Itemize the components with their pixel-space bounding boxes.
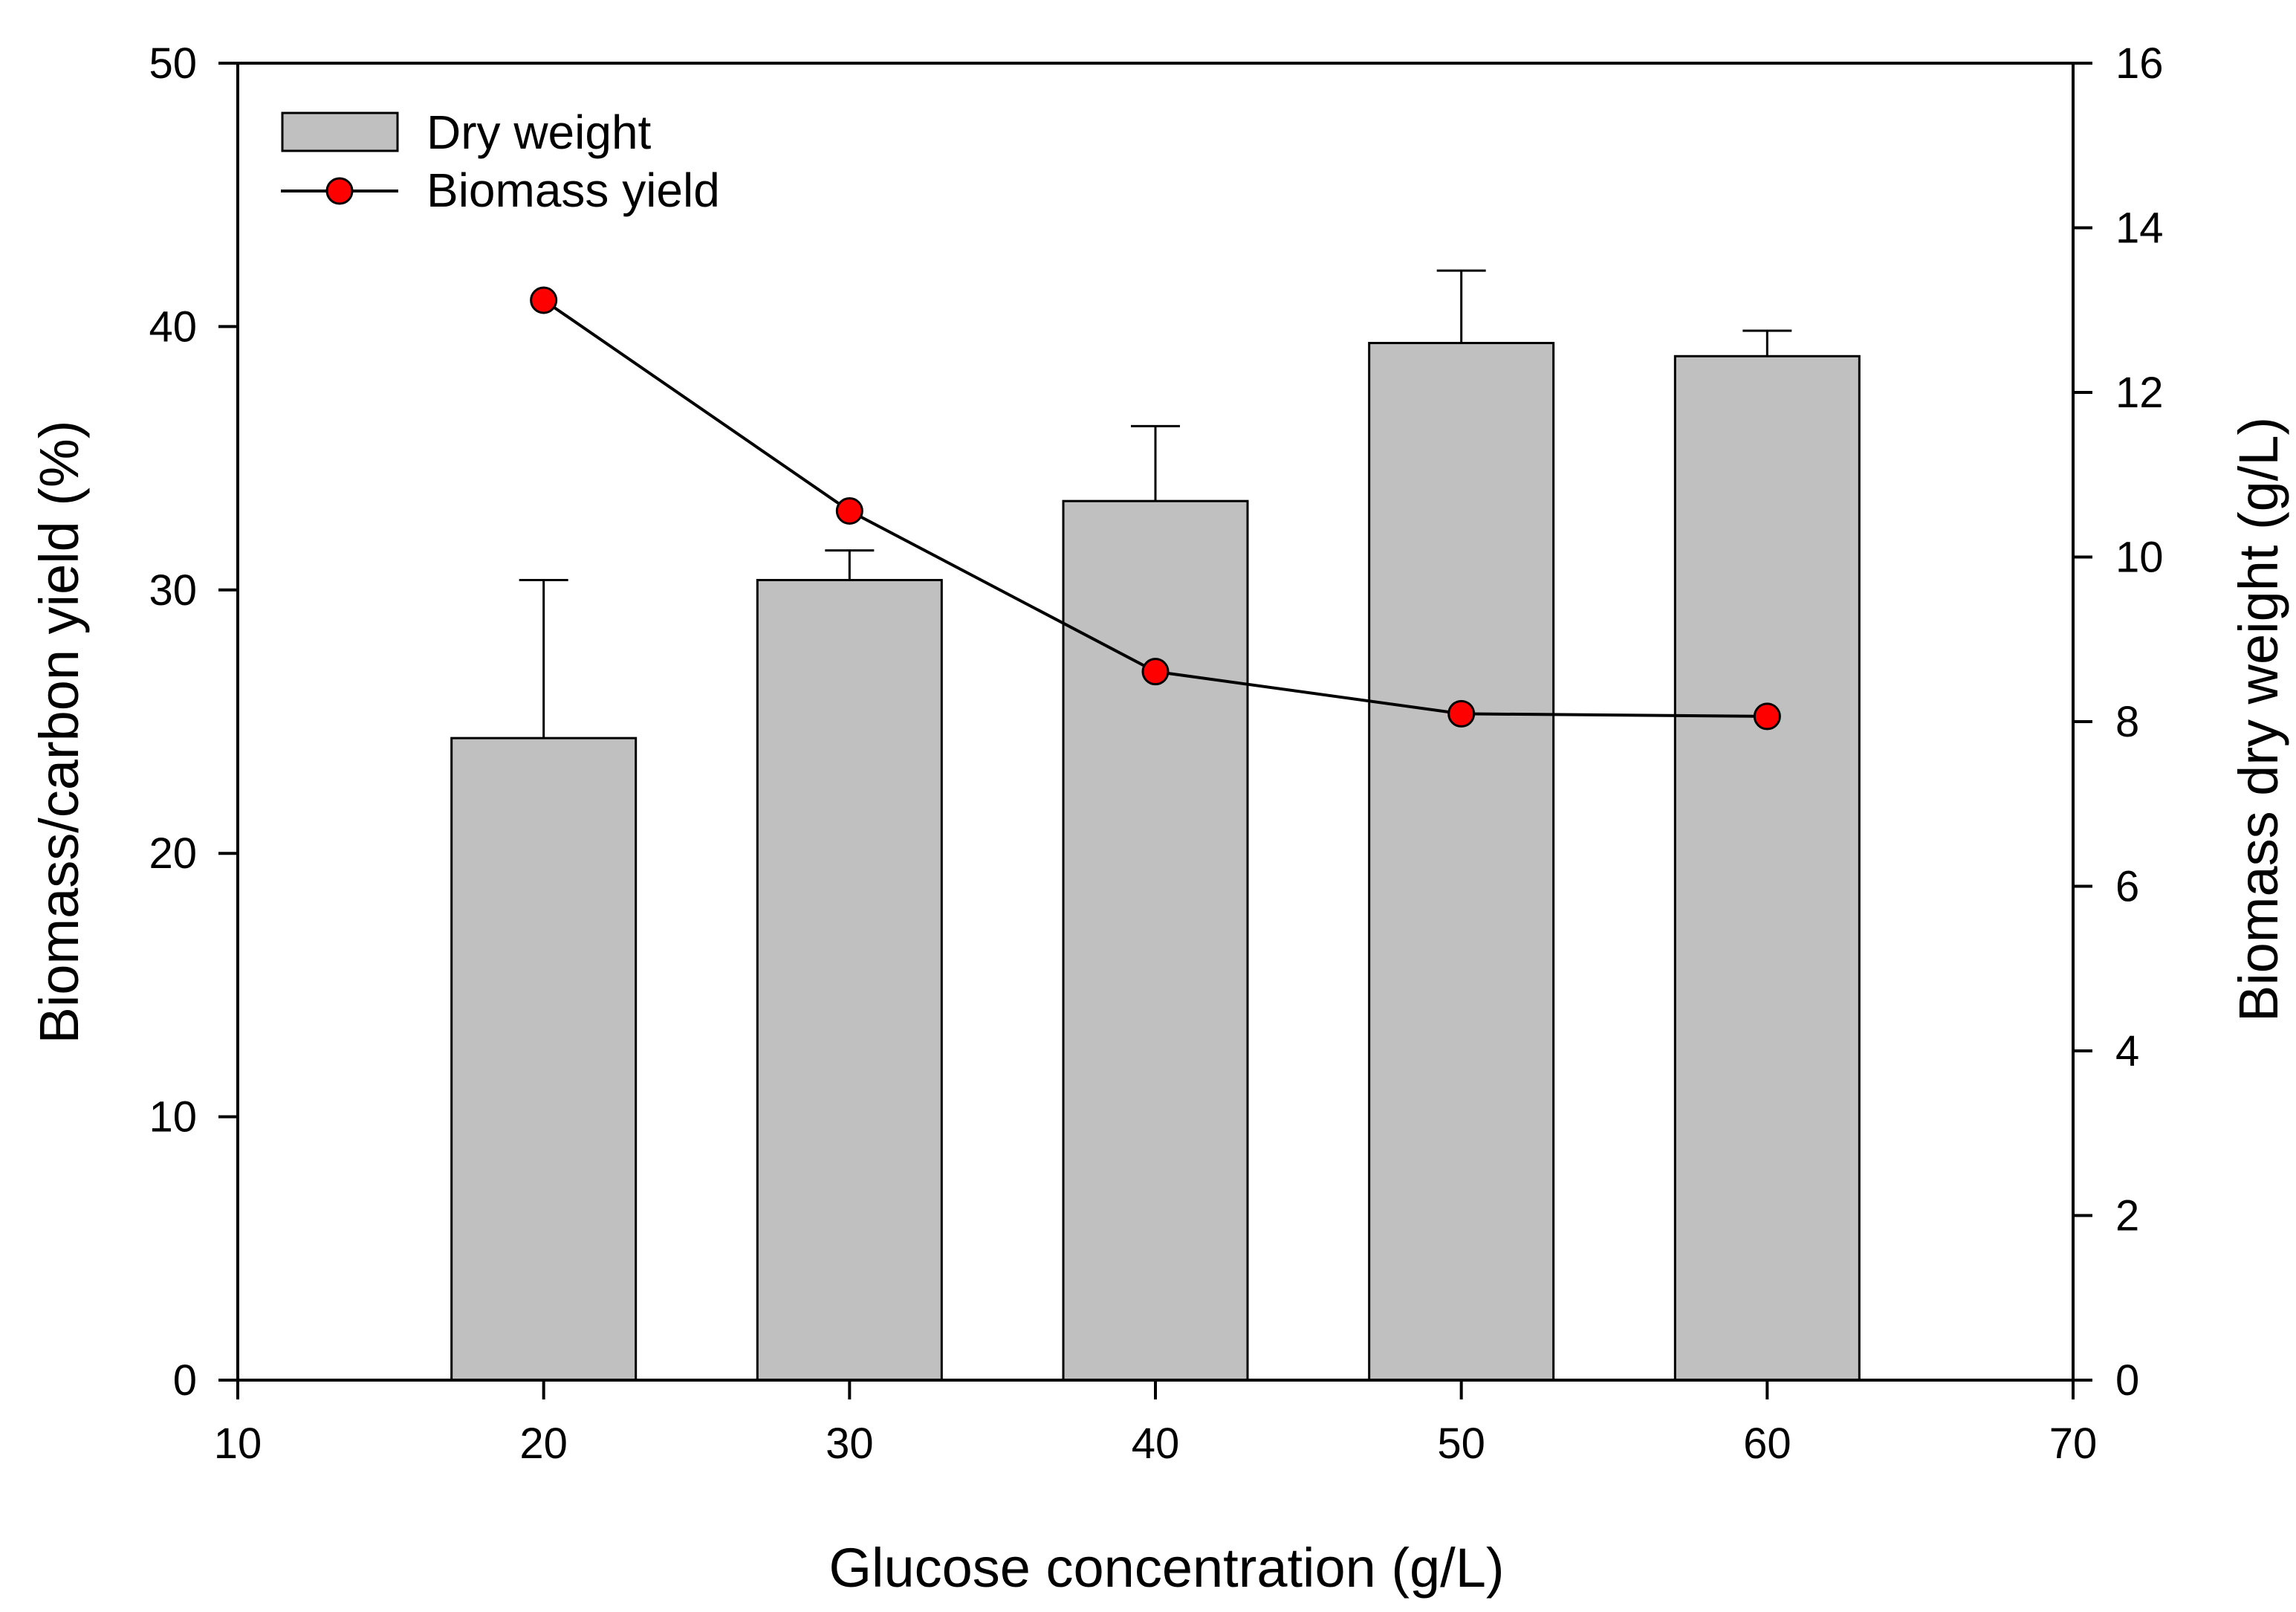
bar-50 [1368,342,1555,1382]
legend-swatch-dry-weight [281,111,399,152]
x-tick-label-20: 20 [519,1420,568,1468]
legend-label-biomass-yield: Biomass yield [427,164,720,217]
biomass-yield-point-50 [1447,699,1476,728]
x-tick-label-50: 50 [1437,1420,1485,1468]
y-right-tick-label-12: 12 [2115,369,2164,417]
bar-40 [1062,499,1249,1382]
biomass-yield-point-30 [835,496,863,525]
errorbars-layer [519,269,1792,739]
legend-marker-biomass-yield [325,177,354,205]
y-right-tick-label-2: 2 [2115,1192,2139,1240]
y-left-tick-label-50: 50 [149,39,197,88]
y-left-tick-label-40: 40 [149,302,197,351]
y-axis-right-title: Biomass dry weight (g/L) [2228,417,2289,1022]
ticks-layer: 10 20 30 40 50 60 70 0 10 20 30 40 50 0 2 4 6 8 10 12 14 16 [149,39,2163,1468]
line-layer [530,286,1781,731]
y-right-tick-label-8: 8 [2115,698,2139,746]
y-right-tick-label-4: 4 [2115,1027,2139,1075]
y-right-tick-label-0: 0 [2115,1356,2139,1405]
x-tick-label-10: 10 [214,1420,262,1468]
legend: Dry weight Biomass yield [281,106,720,217]
bar-20 [450,737,638,1382]
biomass-yield-point-60 [1753,702,1781,731]
bar-60 [1673,355,1861,1382]
y-left-tick-label-20: 20 [149,829,197,878]
biomass-yield-point-20 [530,286,558,314]
y-left-tick-label-30: 30 [149,566,197,615]
y-right-tick-label-10: 10 [2115,534,2164,582]
x-tick-label-60: 60 [1743,1420,1791,1468]
x-tick-label-70: 70 [2049,1420,2098,1468]
y-right-tick-label-14: 14 [2115,204,2164,253]
bar-30 [756,579,943,1382]
x-axis-title: Glucose concentration (g/L) [828,1537,1504,1599]
legend-label-dry-weight: Dry weight [427,106,652,159]
y-right-tick-label-16: 16 [2115,39,2164,88]
x-tick-label-30: 30 [826,1420,874,1468]
x-tick-label-40: 40 [1132,1420,1180,1468]
y-right-tick-label-6: 6 [2115,863,2139,911]
y-axis-left-title: Biomass/carbon yield (%) [28,421,90,1044]
biomass-yield-point-40 [1141,658,1170,686]
y-left-tick-label-10: 10 [149,1093,197,1142]
y-left-tick-label-0: 0 [173,1356,197,1405]
